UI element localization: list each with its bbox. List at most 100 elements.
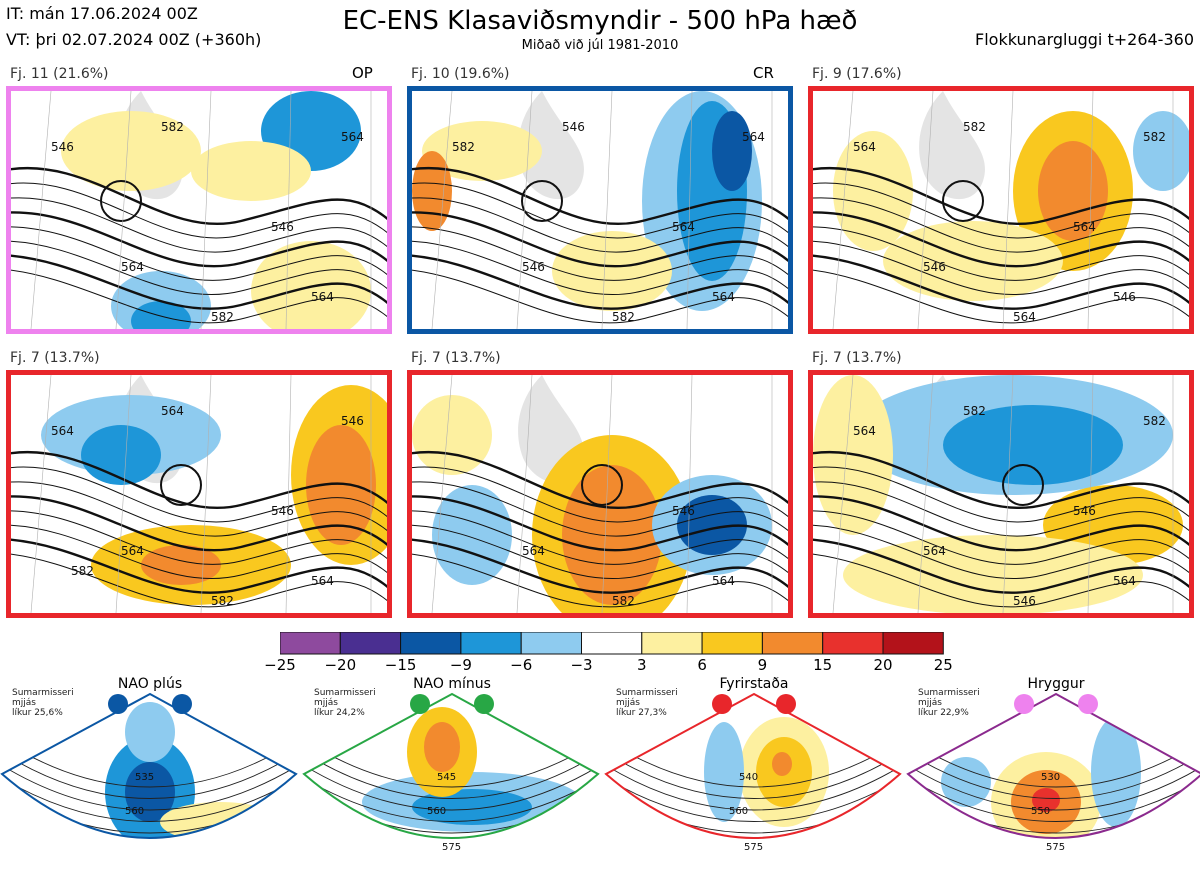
regime-contour [2,770,296,822]
regime-contour-label: 535 [135,772,154,783]
regime-anomaly [1032,788,1060,812]
colorbar-bin [339,631,402,655]
contour-label: 582 [612,594,635,608]
contour-label: 546 [672,504,695,518]
graticule-line [917,91,934,329]
regime-contour [2,744,296,799]
colorbar-tick-label: −25 [264,656,296,674]
initial-time: IT: mán 17.06.2024 00Z [6,4,198,23]
panel-tag: CR [753,64,774,82]
colorbar-bin [701,631,763,655]
cluster-map-panel: 546 564 564 582 582 564 546 [407,86,793,334]
page-title: EC-ENS Klasaviðsmyndir - 500 hPa hæð [342,6,858,36]
height-contour [11,226,387,281]
contour-label: 546 [271,504,294,518]
regime-marker-dot [474,694,494,714]
height-contour [412,466,788,523]
graticule-line [516,375,533,613]
regime-map: 530 550 575 [906,692,1200,874]
colorbar-tick-label: −3 [570,656,593,674]
contour-label: 582 [963,404,986,418]
colorbar-tick-label: −9 [449,656,472,674]
cluster-map-panel: 564 546 564 582 564 546 564 582 [6,370,392,618]
height-contour [813,538,1189,594]
regime-contour-label: 540 [739,772,758,783]
height-contour [412,553,788,608]
regime-note: Sumarmisseri mjjás líkur 27,3% [616,688,678,718]
contour-label: 546 [522,260,545,274]
graticule-line [686,91,693,329]
classification-window: Flokkunargluggi t+264-360 [975,30,1194,49]
land-mask [919,91,985,200]
contour-label: 564 [1073,220,1096,234]
height-contour [813,197,1189,253]
colorbar-tick-label: 6 [697,656,707,674]
low-contour [581,464,623,506]
contour-label: 546 [1073,504,1096,518]
regime-border [906,692,1200,839]
colorbar-tick-label: −6 [510,656,533,674]
anomaly-shading [191,141,311,201]
regime-contour [2,835,296,838]
regime-note-line: líkur 24,2% [314,708,365,718]
height-contour [412,524,788,580]
panel-label: Fj. 7 (13.7%) [411,350,501,366]
height-contour [11,182,387,239]
graticule-line [30,375,52,613]
contour-label: 582 [1143,414,1166,428]
contour-label: 546 [271,220,294,234]
contour-label: 564 [311,290,334,304]
graticule-line [516,91,533,329]
contour-label: 564 [712,290,735,304]
colorbar-bin [581,631,643,655]
graticule-line [686,375,693,613]
height-contour [813,510,1189,565]
colorbar-bin [761,631,824,655]
panel-label: Fj. 10 (19.6%) [411,66,510,82]
land-mask [518,91,584,200]
anomaly-shading [552,231,672,311]
height-contour [412,211,788,268]
height-contour [11,211,387,268]
regime-map: 535 560 [0,692,298,874]
regime-note-line: mjjás [314,698,338,708]
contour-label: 564 [1013,310,1036,324]
height-contour [412,481,788,537]
regime-note-line: Sumarmisseri [616,688,678,698]
height-contour [11,166,387,226]
height-contour [11,450,387,510]
colorbar-tick-label: 15 [813,656,833,674]
regime-note-line: mjjás [616,698,640,708]
regime-map: 540 560 575 [604,692,902,874]
height-contour [412,450,788,510]
regime-marker-dot [1078,694,1098,714]
graticule-line [601,91,613,329]
height-contour [412,182,788,239]
contour-label: 564 [341,130,364,144]
colorbar-bin [400,631,462,655]
height-contour [11,538,387,594]
regime-marker-dot [410,694,430,714]
contour-label: 582 [963,120,986,134]
height-contour [11,269,387,324]
low-contour [521,180,563,222]
colorbar [279,631,944,660]
graticule-line [1002,375,1014,613]
contour-label: 564 [853,424,876,438]
contour-label: 564 [522,544,545,558]
panel-label: Fj. 9 (17.6%) [812,66,902,82]
contour-label: 546 [1113,290,1136,304]
height-contour [11,197,387,253]
regime-note: Sumarmisseri mjjás líkur 25,6% [12,688,74,718]
contour-label: 564 [121,544,144,558]
regime-name: NAO mínus [413,676,491,692]
regime-contour-label: 560 [125,806,144,817]
height-contour [11,254,387,310]
panel-label: Fj. 7 (13.7%) [812,350,902,366]
graticule-line [200,91,212,329]
contour-label: 582 [211,310,234,324]
contour-label: 582 [71,564,94,578]
regime-note-line: Sumarmisseri [314,688,376,698]
anomaly-map: 564 546 564 582 564 546 564 582 [11,375,387,613]
regime-contour [304,770,598,822]
